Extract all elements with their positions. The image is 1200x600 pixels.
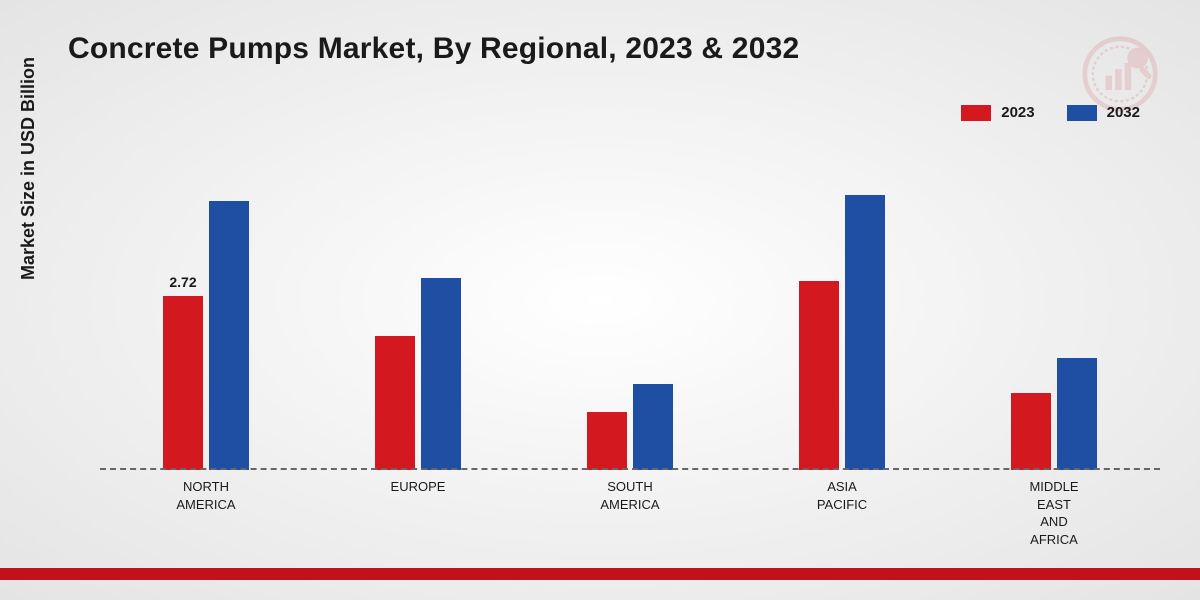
x-tick-label: EUROPE xyxy=(312,478,524,548)
bar-group xyxy=(948,150,1160,470)
x-tick-label: NORTH AMERICA xyxy=(100,478,312,548)
bar-2032 xyxy=(209,201,249,470)
bar-2023 xyxy=(375,336,415,470)
x-axis-labels: NORTH AMERICAEUROPESOUTH AMERICAASIA PAC… xyxy=(100,478,1160,548)
x-tick-label: SOUTH AMERICA xyxy=(524,478,736,548)
legend-label-2032: 2032 xyxy=(1107,104,1140,121)
bar-group xyxy=(736,150,948,470)
bar-2023 xyxy=(799,281,839,470)
bar-2023 xyxy=(1011,393,1051,470)
baseline xyxy=(100,468,1160,470)
footer-accent-bar xyxy=(0,568,1200,580)
legend: 2023 2032 xyxy=(961,104,1140,121)
chart-title: Concrete Pumps Market, By Regional, 2023… xyxy=(68,32,799,66)
watermark-logo-icon xyxy=(1080,34,1160,114)
legend-swatch-2023 xyxy=(961,105,991,121)
bar-2023: 2.72 xyxy=(163,296,203,470)
bar-2032 xyxy=(1057,358,1097,470)
legend-swatch-2032 xyxy=(1067,105,1097,121)
x-tick-label: MIDDLE EAST AND AFRICA xyxy=(948,478,1160,548)
bar-group xyxy=(312,150,524,470)
bar-groups: 2.72 xyxy=(100,150,1160,470)
bar-group: 2.72 xyxy=(100,150,312,470)
y-axis-label: Market Size in USD Billion xyxy=(18,57,39,280)
bar-2023 xyxy=(587,412,627,470)
plot-area: 2.72 xyxy=(100,150,1160,470)
legend-label-2023: 2023 xyxy=(1001,104,1034,121)
bar-group xyxy=(524,150,736,470)
bar-2032 xyxy=(633,384,673,470)
x-tick-label: ASIA PACIFIC xyxy=(736,478,948,548)
bar-2032 xyxy=(845,195,885,470)
bar-value-label: 2.72 xyxy=(169,274,196,290)
legend-item-2032: 2032 xyxy=(1067,104,1140,121)
legend-item-2023: 2023 xyxy=(961,104,1034,121)
bar-2032 xyxy=(421,278,461,470)
